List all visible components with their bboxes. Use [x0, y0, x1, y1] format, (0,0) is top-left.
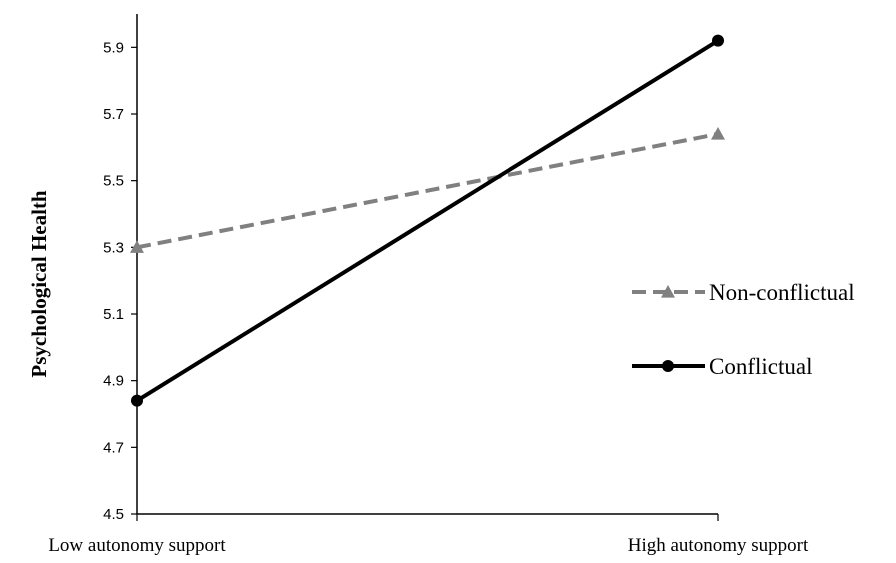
y-ticks: 4.5 4.7 4.9 5.1 5.3 5.5 5.7 5.9	[103, 39, 137, 523]
y-tick-label: 4.9	[103, 373, 124, 390]
y-tick-label: 5.9	[103, 39, 124, 56]
data-point-non-conflictual	[130, 240, 144, 253]
legend-item-non-conflictual: Non-conflictual	[632, 280, 855, 305]
series-line-non-conflictual	[136, 132, 719, 250]
legend-label-conflictual: Conflictual	[709, 354, 812, 379]
y-tick-label: 4.7	[103, 439, 124, 456]
legend-marker-conflictual	[662, 360, 674, 372]
y-tick-label: 5.1	[103, 306, 124, 323]
y-tick-label: 5.3	[103, 239, 124, 256]
x-tick-label: High autonomy support	[628, 535, 809, 556]
legend-marker-non-conflictual	[661, 285, 675, 298]
x-ticks: Low autonomy support High autonomy suppor…	[48, 514, 809, 556]
y-tick-label: 5.5	[103, 173, 124, 190]
y-axis-title: Psychological Health	[27, 190, 51, 378]
data-point-conflictual	[712, 34, 724, 47]
legend-item-conflictual: Conflictual	[632, 354, 812, 379]
series-layer	[130, 34, 725, 407]
legend-label-non-conflictual: Non-conflictual	[709, 280, 855, 305]
series-conflictual	[131, 34, 724, 407]
y-tick-label: 4.5	[103, 506, 124, 523]
y-tick-label: 5.7	[103, 106, 124, 123]
data-point-non-conflictual	[711, 127, 725, 140]
series-non-conflictual	[130, 127, 725, 253]
y-axis: 4.5 4.7 4.9 5.1 5.3 5.5 5.7 5.9	[103, 14, 138, 523]
x-tick-label: Low autonomy support	[48, 535, 226, 556]
legend: Non-conflictual Conflictual	[632, 280, 855, 379]
x-axis: Low autonomy support High autonomy suppor…	[48, 513, 809, 556]
data-point-conflictual	[131, 394, 143, 407]
series-line-conflictual	[135, 38, 720, 403]
